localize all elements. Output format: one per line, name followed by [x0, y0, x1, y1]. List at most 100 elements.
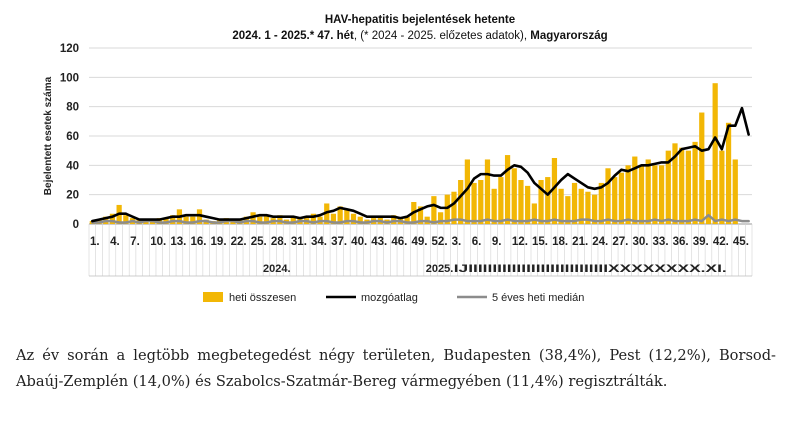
y-tick-label: 100 [60, 72, 79, 84]
x-tick-label-2025: 42. [713, 236, 729, 248]
x-tick-label-2025: 9. [492, 236, 502, 248]
bar [504, 155, 511, 224]
bar [156, 218, 162, 224]
bar [277, 215, 283, 224]
x-tick-label-2024: 10. [150, 236, 166, 248]
x-tick-label-2024: 31. [291, 236, 307, 248]
bar [498, 177, 504, 224]
x-tick-label-2024: 37. [331, 236, 347, 248]
bar [565, 196, 571, 224]
legend-label-moving-average: mozgóatlag [361, 292, 418, 304]
bar [551, 158, 558, 224]
bar [196, 209, 203, 224]
bar [230, 221, 236, 224]
bar [257, 216, 263, 224]
bar [652, 165, 658, 224]
bar [692, 141, 698, 224]
bar [451, 191, 457, 224]
bar [344, 209, 350, 224]
bar [170, 215, 176, 224]
x-tick-label-2025: 24. [592, 236, 608, 248]
bar [538, 180, 544, 224]
bar [645, 159, 651, 224]
bar [518, 180, 524, 224]
bar [431, 196, 437, 224]
moving-average-line [91, 106, 750, 223]
y-axis-label: Bejelentett esetek száma [43, 76, 54, 195]
bar [290, 216, 296, 224]
bar [337, 206, 343, 224]
bar [585, 191, 591, 224]
x-tick-label-2024: 43. [371, 236, 387, 248]
bar [471, 182, 477, 224]
median-line [91, 213, 750, 224]
bar [685, 150, 691, 224]
bar [598, 182, 604, 224]
x-tick-label-2024: 25. [251, 236, 267, 248]
x-tick-label-2025: 39. [693, 236, 709, 248]
chart-svg: 0 20 40 60 80 100 120 Bejelentett esetek száma 1… [43, 43, 753, 304]
subtitle-period: 2024. 1 - 2025.* 47. hét [232, 30, 354, 42]
y-tick-label: 40 [66, 160, 79, 172]
x-tick-label-overlap: IJIIIIIIIIIIIIIIIIIIIIIIIIIIIIIXXXXXXXX.… [454, 263, 727, 275]
bar [357, 216, 363, 224]
legend-label-bars: heti összesen [229, 292, 296, 304]
chart-title: HAV-hepatitis bejelentések hetente [324, 14, 516, 26]
bar [478, 180, 484, 224]
bar [578, 188, 584, 224]
bar [391, 215, 397, 224]
x-tick-label-2025: 30. [632, 236, 648, 248]
bar [263, 215, 270, 224]
bar [545, 177, 551, 224]
x-tick-label-2025: 15. [532, 236, 548, 248]
bar [531, 203, 537, 224]
bar [725, 122, 732, 224]
bar [705, 180, 712, 224]
x-tick-label-2025: 6. [472, 236, 482, 248]
bar [143, 221, 149, 224]
x-tick-label-2024: 46. [391, 236, 407, 248]
x-tick-label-2025: 12. [512, 236, 528, 248]
bar [123, 215, 129, 224]
x-tick-label-2024: 22. [231, 236, 247, 248]
bar [571, 182, 578, 224]
bar [638, 165, 645, 224]
x-tick-label-2024: 1. [90, 236, 100, 248]
y-tick-label: 120 [60, 43, 79, 55]
bar [109, 213, 116, 224]
year-label-2025: 2025. [426, 263, 454, 275]
bar [658, 165, 665, 224]
bar [484, 159, 491, 224]
year-label-2024: 2024. [263, 263, 291, 275]
x-tick-label-2025: 36. [673, 236, 689, 248]
y-tick-label: 20 [66, 190, 79, 202]
chart-subtitle: 2024. 1 - 2025.* 47. hét, (* 2024 - 2025… [90, 30, 750, 42]
bar [712, 83, 718, 224]
x-tick-label-2024: 19. [211, 236, 227, 248]
bar [625, 165, 631, 224]
bar [672, 143, 678, 224]
x-tick-label-2025: 27. [612, 236, 628, 248]
bar [404, 216, 410, 224]
x-tick-label-2025: 18. [552, 236, 568, 248]
legend-label-median: 5 éves heti medián [492, 292, 584, 304]
bar [732, 159, 738, 224]
bar [330, 213, 337, 224]
bar [250, 212, 256, 224]
bar [511, 168, 517, 224]
bar [417, 206, 424, 224]
caption-paragraph: Az év során a legtöbb megbetegedést négy… [16, 347, 776, 390]
bar [525, 185, 531, 224]
legend-swatch-bars [203, 292, 223, 302]
x-tick-label-2024: 40. [351, 236, 367, 248]
x-tick-label-2025: 3. [452, 236, 462, 248]
bar [679, 147, 685, 224]
bar [592, 194, 598, 224]
x-tick-label-2024: 13. [170, 236, 186, 248]
x-tick-label-2025: 33. [653, 236, 669, 248]
bar [464, 159, 470, 224]
bar [150, 221, 156, 224]
bar [458, 180, 464, 224]
bar [632, 156, 638, 224]
bar [163, 218, 169, 224]
